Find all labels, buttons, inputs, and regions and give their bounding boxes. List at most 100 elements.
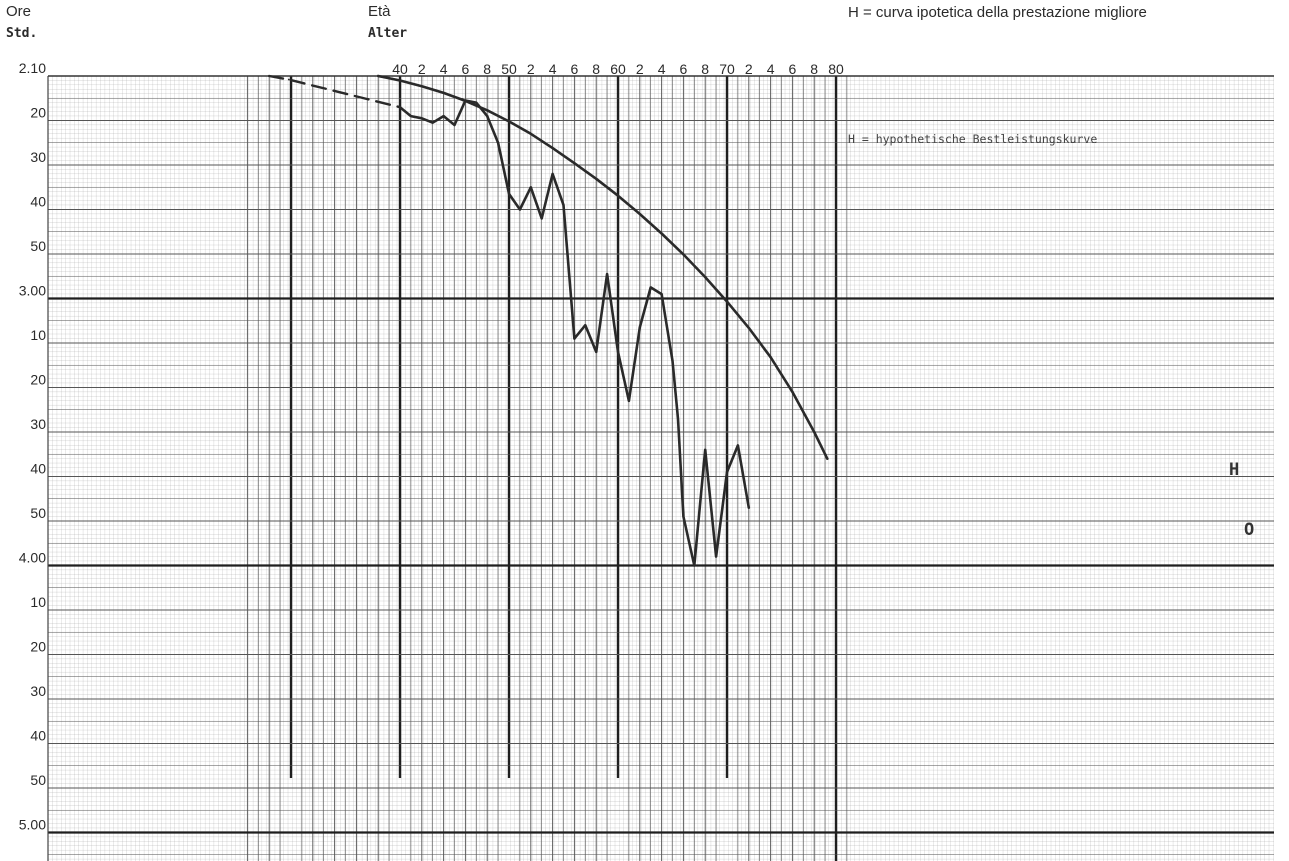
data-point bbox=[508, 120, 510, 123]
data-point bbox=[671, 359, 674, 362]
data-point bbox=[769, 356, 772, 359]
x-axis-ticks: 40 2 4 6 8 50 2 4 6 8 60 2 4 6 8 70 2 4 6 8 80 bbox=[392, 61, 844, 77]
x-tick-label: 50 bbox=[501, 61, 517, 77]
data-point bbox=[268, 75, 271, 77]
data-point bbox=[475, 101, 478, 104]
x-tick-label: 6 bbox=[571, 61, 579, 77]
data-point bbox=[377, 75, 380, 77]
data-point bbox=[573, 337, 576, 340]
data-point bbox=[562, 204, 565, 206]
y-tick-label: 50 bbox=[30, 238, 46, 254]
x-tick-label: 4 bbox=[549, 61, 557, 77]
data-point bbox=[682, 515, 685, 518]
x-tick-label: 6 bbox=[789, 61, 797, 77]
data-point bbox=[464, 99, 467, 102]
data-point bbox=[747, 506, 750, 509]
y-tick-label: 40 bbox=[30, 728, 46, 744]
data-point bbox=[551, 147, 554, 149]
x-tick-label: 40 bbox=[392, 61, 408, 77]
y-tick-label: 50 bbox=[30, 505, 46, 521]
series-line-o bbox=[398, 99, 751, 567]
data-point bbox=[486, 109, 489, 112]
y-unit-label-it: Ore bbox=[6, 3, 32, 20]
data-point bbox=[486, 115, 489, 117]
data-point bbox=[442, 92, 445, 94]
x-tick-label: 6 bbox=[462, 61, 470, 77]
y-tick-label: 40 bbox=[30, 461, 46, 477]
data-point bbox=[573, 162, 576, 165]
data-point bbox=[420, 85, 423, 88]
x-tick-label: 2 bbox=[636, 61, 644, 77]
data-point bbox=[693, 564, 696, 567]
x-tick-label: 8 bbox=[592, 61, 600, 77]
x-unit-label-it: Età bbox=[368, 3, 391, 20]
series-layer bbox=[268, 74, 829, 567]
data-point bbox=[715, 555, 717, 558]
data-point bbox=[519, 208, 521, 211]
x-tick-label: 8 bbox=[483, 61, 491, 77]
data-point bbox=[704, 276, 707, 279]
y-tick-label: 20 bbox=[30, 372, 46, 388]
data-point bbox=[508, 193, 510, 195]
data-point bbox=[497, 141, 499, 144]
x-tick-label: 4 bbox=[767, 61, 775, 77]
series-line-h-dashed bbox=[268, 74, 402, 109]
x-tick-label: 4 bbox=[658, 61, 666, 77]
data-point bbox=[399, 79, 401, 82]
data-point bbox=[410, 115, 412, 117]
legend-italian: H = curva ipotetica della prestazione mi… bbox=[848, 4, 1147, 21]
y-tick-label: 4.00 bbox=[19, 550, 46, 566]
y-tick-label: 40 bbox=[30, 194, 46, 210]
data-point bbox=[826, 457, 829, 460]
data-point bbox=[791, 391, 794, 393]
x-tick-label: 80 bbox=[828, 61, 844, 77]
data-point bbox=[595, 351, 598, 353]
data-point bbox=[638, 213, 641, 215]
x-tick-label: 4 bbox=[440, 61, 448, 77]
curve-label-o: O bbox=[1244, 520, 1254, 540]
plot-background bbox=[48, 76, 1274, 861]
data-point bbox=[606, 273, 608, 275]
y-tick-label: 30 bbox=[30, 416, 46, 432]
grid bbox=[47, 75, 1274, 861]
data-point bbox=[420, 117, 423, 120]
y-tick-label: 30 bbox=[30, 683, 46, 699]
data-point bbox=[704, 448, 707, 451]
data-point bbox=[813, 431, 816, 433]
data-point bbox=[660, 293, 663, 295]
data-point bbox=[682, 253, 685, 256]
x-tick-label: 70 bbox=[719, 61, 735, 77]
legend-german: H = hypothetische Bestleistungskurve bbox=[848, 132, 1097, 146]
data-point bbox=[399, 106, 401, 109]
data-point bbox=[431, 121, 434, 124]
data-point bbox=[660, 232, 663, 235]
data-point bbox=[595, 177, 598, 180]
data-point bbox=[617, 351, 619, 353]
y-tick-label: 5.00 bbox=[19, 817, 46, 833]
curve-label-h: H bbox=[1229, 460, 1239, 480]
data-point bbox=[442, 115, 445, 117]
data-point bbox=[540, 217, 543, 220]
x-tick-label: 8 bbox=[701, 61, 709, 77]
y-tick-label: 3.00 bbox=[19, 283, 46, 299]
data-point bbox=[617, 194, 619, 197]
x-tick-label: 2 bbox=[527, 61, 535, 77]
y-axis-ticks: 2.10 20 30 40 50 3.00 10 20 30 40 50 4.00 10 20 30 40 50… bbox=[19, 60, 46, 833]
data-point bbox=[628, 399, 630, 402]
y-tick-label: 20 bbox=[30, 105, 46, 121]
data-point bbox=[584, 324, 587, 327]
y-tick-label: 10 bbox=[30, 327, 46, 343]
x-unit-label-de: Alter bbox=[368, 26, 408, 41]
y-tick-label: 30 bbox=[30, 149, 46, 165]
x-tick-label: 2 bbox=[745, 61, 753, 77]
series-line-h bbox=[376, 74, 829, 461]
x-tick-label: 8 bbox=[810, 61, 818, 77]
y-tick-label: 2.10 bbox=[19, 60, 46, 76]
y-tick-label: 50 bbox=[30, 772, 46, 788]
data-point bbox=[726, 300, 728, 303]
data-point bbox=[638, 326, 641, 329]
data-point bbox=[737, 444, 739, 447]
x-tick-label: 60 bbox=[610, 61, 626, 77]
y-tick-label: 10 bbox=[30, 594, 46, 610]
